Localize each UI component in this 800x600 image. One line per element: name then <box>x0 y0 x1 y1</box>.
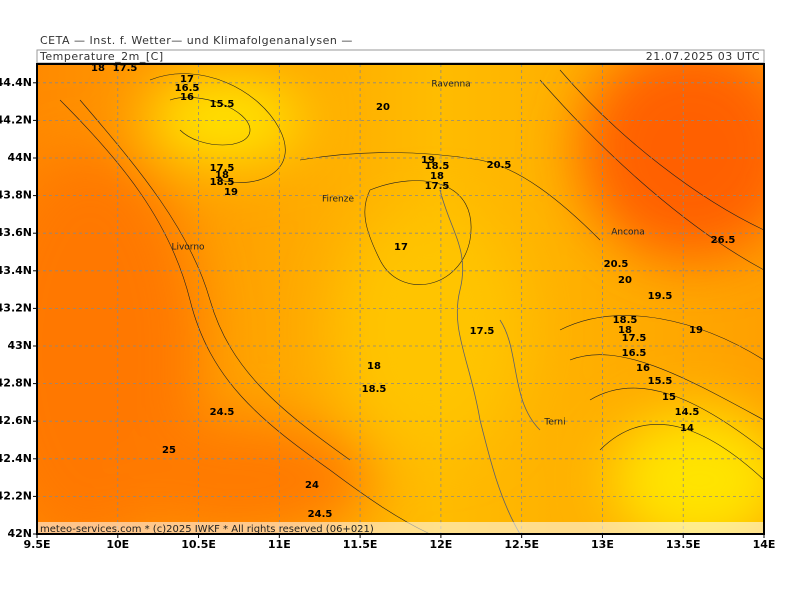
contour-label: 18.5 <box>210 177 235 188</box>
y-tick-label: 42N <box>7 527 32 540</box>
plot-frame <box>36 63 765 535</box>
contour-label: 19.5 <box>648 291 673 302</box>
contour-label: 19 <box>421 155 435 166</box>
contour-label: 17 <box>394 242 408 253</box>
x-tick-label: 9.5E <box>23 538 50 551</box>
contour-lines <box>59 69 764 534</box>
city-label: Ravenna <box>431 80 470 90</box>
x-tick-label: 13.5E <box>666 538 701 551</box>
x-tick-label: 11.5E <box>343 538 378 551</box>
city-label: Livorno <box>171 243 205 253</box>
contour-label: 18.5 <box>425 161 450 172</box>
contour-label: 18 <box>91 63 105 74</box>
y-tick-label: 43.8N <box>0 189 32 202</box>
contour-label: 16 <box>180 92 194 103</box>
y-tick-label: 43.4N <box>0 264 32 277</box>
temperature-field <box>37 64 764 534</box>
y-tick-label: 44.2N <box>0 113 32 126</box>
contour-label: 17.5 <box>113 63 138 74</box>
y-tick-label: 42.6N <box>0 414 32 427</box>
y-tick-label: 43.6N <box>0 226 32 239</box>
contour-label: 19 <box>689 325 703 336</box>
contour-label: 26.5 <box>711 235 736 246</box>
contour-label: 16.5 <box>175 83 200 94</box>
contour-label: 15.5 <box>648 376 673 387</box>
x-tick-label: 14E <box>753 538 776 551</box>
x-tick-label: 10E <box>106 538 129 551</box>
city-label: Firenze <box>322 195 354 205</box>
y-tick-label: 44N <box>7 151 32 164</box>
contour-label: 18.5 <box>613 315 638 326</box>
institute-title: CETA — Inst. f. Wetter— und Klimafolgena… <box>40 34 353 47</box>
contour-label: 14 <box>680 423 694 434</box>
contour-label: 15.5 <box>210 99 235 110</box>
contour-label: 20 <box>376 102 390 113</box>
contour-label: 25 <box>162 445 176 456</box>
y-tick-label: 42.8N <box>0 377 32 390</box>
y-tick-label: 42.4N <box>0 452 32 465</box>
contour-label: 24.5 <box>308 509 333 520</box>
borders <box>439 189 541 534</box>
contour-label: 15 <box>662 392 676 403</box>
y-tick-label: 43N <box>7 339 32 352</box>
contour-label: 18 <box>367 361 381 372</box>
footer: meteo-services.com * (c)2025 IWKF * All … <box>40 524 374 535</box>
contour-label: 18 <box>618 325 632 336</box>
contour-label: 24.5 <box>210 407 235 418</box>
y-tick-label: 44.4N <box>0 76 32 89</box>
contour-label: 20.5 <box>604 259 629 270</box>
contour-label: 18.5 <box>362 384 387 395</box>
x-tick-label: 12E <box>429 538 452 551</box>
contour-label: 20 <box>618 275 632 286</box>
contour-label: 14.5 <box>675 407 700 418</box>
city-label: Ancona <box>611 228 645 238</box>
y-tick-label: 42.2N <box>0 489 32 502</box>
x-tick-label: 11E <box>268 538 291 551</box>
x-tick-label: 10.5E <box>181 538 216 551</box>
valid-time: 21.07.2025 03 UTC <box>646 50 760 63</box>
contour-label: 17.5 <box>622 333 647 344</box>
contour-label: 18 <box>430 171 444 182</box>
x-tick-label: 13E <box>591 538 614 551</box>
contour-label: 16 <box>636 363 650 374</box>
contour-label: 24 <box>305 480 319 491</box>
contour-label: 18 <box>215 170 229 181</box>
contour-label: 17 <box>180 74 194 85</box>
contour-label: 17.5 <box>210 163 235 174</box>
contour-label: 19 <box>224 187 238 198</box>
contour-label: 16.5 <box>622 348 647 359</box>
contour-label: 17.5 <box>425 181 450 192</box>
y-tick-label: 43.2N <box>0 301 32 314</box>
x-tick-label: 12.5E <box>504 538 539 551</box>
city-label: Terni <box>543 418 565 428</box>
field-name: Temperature_2m_[C] <box>39 50 164 63</box>
footer-strip <box>37 522 764 534</box>
contour-label: 17.5 <box>470 326 495 337</box>
contour-label: 20.5 <box>487 160 512 171</box>
